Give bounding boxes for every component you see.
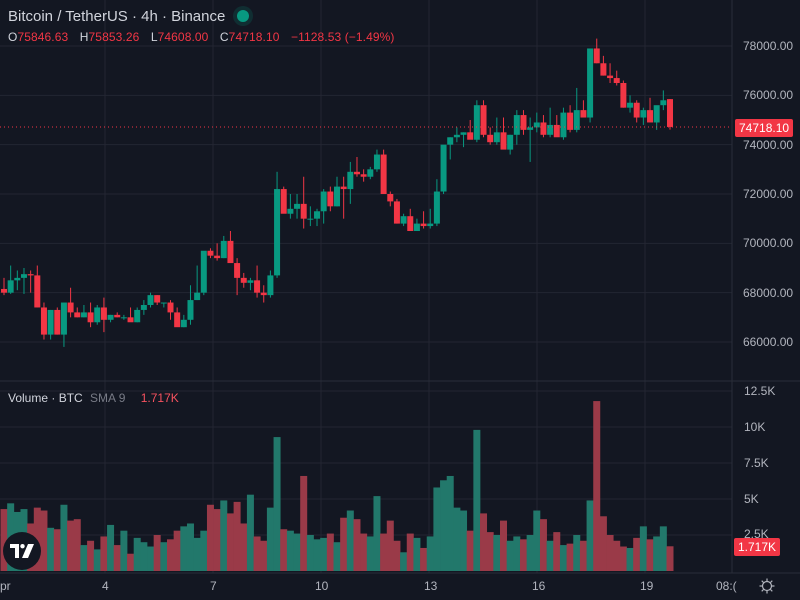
time-tick: 10 [315,579,329,593]
time-tick: 4 [102,579,109,593]
volume-legend: Volume · BTC SMA 9 1.717K [8,391,179,405]
low-label: L [150,30,158,44]
volume-sma-label: SMA 9 [90,391,126,405]
volume-tick: 7.5K [744,456,769,470]
close-label: C [219,30,229,44]
symbol-legend: Bitcoin / TetherUS · 4h · Binance O75846… [8,6,403,45]
price-tick: 68000.00 [743,286,794,300]
close-value: 74718.10 [228,30,280,44]
volume-tick: 12.5K [744,384,776,398]
time-tick: 7 [210,579,217,593]
volume-bars [0,401,674,571]
symbol-title[interactable]: Bitcoin / TetherUS · 4h · Binance [8,7,226,25]
volume-tick: 10K [744,420,766,434]
price-tick: 74000.00 [743,138,794,152]
time-tick: 19 [640,579,654,593]
volume-title[interactable]: Volume · BTC [8,391,83,405]
low-value: 74608.00 [157,30,209,44]
volume-tick: 5K [744,492,759,506]
volume-value: 1.717K [140,391,179,405]
time-tick: pr [0,579,11,593]
tradingview-logo-icon[interactable] [3,532,41,570]
change-value: −1128.53 (−1.49%) [290,30,395,44]
price-candles [1,38,673,347]
price-tick: 78000.00 [743,39,794,53]
market-open-status-icon [237,10,250,22]
settings-gear-icon[interactable] [759,578,775,594]
price-tick: 76000.00 [743,88,794,102]
time-tick: 13 [424,579,438,593]
high-label: H [79,30,89,44]
price-tick: 66000.00 [743,335,794,349]
high-value: 75853.26 [88,30,140,44]
time-tick: 08:( [716,579,737,593]
last-volume-tag: 1.717K [734,538,781,556]
last-price-tag: 74718.10 [735,119,794,137]
price-tick: 72000.00 [743,187,794,201]
open-value: 75846.63 [17,30,69,44]
ohlc-values: O75846.63 H75853.26 L74608.00 C74718.10 … [8,30,403,44]
time-tick: 16 [532,579,546,593]
grid-lines [0,0,732,573]
open-label: O [8,30,18,44]
volume-tick: 2.5K [744,527,769,541]
price-tick: 70000.00 [743,236,794,250]
